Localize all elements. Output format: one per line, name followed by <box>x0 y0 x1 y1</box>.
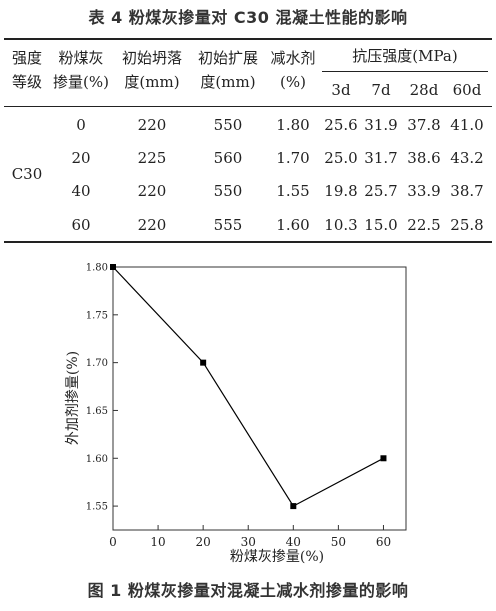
table-cell: 1.80 <box>276 116 310 134</box>
table-cell: 43.2 <box>450 149 484 167</box>
header-grade-line2: 等级 <box>11 73 42 91</box>
x-axis-label: 粉煤灰掺量(%) <box>230 548 324 565</box>
table-cell: 37.8 <box>407 116 441 134</box>
figure-caption: 图 1 粉煤灰掺量对混凝土减水剂掺量的影响 <box>87 581 409 600</box>
table-cell: 555 <box>213 216 243 234</box>
table-cell: 25.6 <box>324 116 358 134</box>
x-tick-label: 10 <box>150 535 165 549</box>
table-cell: 1.55 <box>276 182 310 200</box>
y-axis-label: 外加剂掺量(%) <box>64 351 81 445</box>
table-cell: 550 <box>213 182 243 200</box>
table-cell: 31.9 <box>364 116 398 134</box>
table-cell: 25.7 <box>364 182 398 200</box>
grade-cell: C30 <box>11 165 43 183</box>
table-cell: 15.0 <box>364 216 398 234</box>
table-cell: 1.70 <box>276 149 310 167</box>
data-point <box>380 455 387 462</box>
strength-header-rule <box>322 71 488 72</box>
x-tick-label: 40 <box>286 535 301 549</box>
table-cell: 0 <box>76 116 86 134</box>
y-tick-label: 1.65 <box>86 406 108 417</box>
table-cell: 38.6 <box>407 149 441 167</box>
header-strength: 抗压强度(MPa) <box>352 47 458 65</box>
data-point <box>200 359 207 366</box>
table-cell: 10.3 <box>324 216 358 234</box>
series-path <box>112 266 384 507</box>
x-tick-label: 60 <box>376 535 391 549</box>
table-top-rule <box>4 38 492 40</box>
table-cell: 41.0 <box>450 116 484 134</box>
table-cell: 25.0 <box>324 149 358 167</box>
table-header-rule <box>4 106 492 107</box>
header-reducer-line1: 减水剂 <box>270 49 316 67</box>
table-cell: 31.7 <box>364 149 398 167</box>
header-day-3d: 3d <box>331 81 351 99</box>
header-grade-line1: 强度 <box>11 49 42 67</box>
table-bottom-rule <box>4 241 492 243</box>
table-cell: 225 <box>137 149 167 167</box>
table-cell: 560 <box>213 149 243 167</box>
table-cell: 40 <box>71 182 91 200</box>
header-spread-line2: 度(mm) <box>200 73 256 91</box>
header-slump-line1: 初始坍落 <box>121 49 182 67</box>
y-tick-label: 1.70 <box>86 358 108 369</box>
table-cell: 20 <box>71 149 91 167</box>
table-cell: 19.8 <box>324 182 358 200</box>
y-tick-label: 1.75 <box>86 310 108 321</box>
header-flyash-line1: 粉煤灰 <box>58 49 104 67</box>
x-tick-label: 50 <box>331 535 346 549</box>
table-caption: 表 4 粉煤灰掺量对 C30 混凝土性能的影响 <box>88 8 408 27</box>
table-cell: 220 <box>137 182 167 200</box>
table-cell: 38.7 <box>450 182 484 200</box>
table-cell: 550 <box>213 116 243 134</box>
header-spread-line1: 初始扩展 <box>197 49 258 67</box>
table-cell: 25.8 <box>450 216 484 234</box>
x-axis: 0 10 20 30 40 50 60 <box>109 525 391 549</box>
table-cell: 22.5 <box>407 216 441 234</box>
header-flyash-line2: 掺量(%) <box>53 73 109 91</box>
table-cell: 33.9 <box>407 182 441 200</box>
table-cell: 60 <box>71 216 91 234</box>
x-tick-label: 0 <box>109 535 117 549</box>
x-tick-label: 30 <box>241 535 256 549</box>
data-point <box>290 503 297 510</box>
header-day-7d: 7d <box>371 81 391 99</box>
header-day-60d: 60d <box>452 81 482 99</box>
header-slump-line2: 度(mm) <box>124 73 180 91</box>
header-reducer-line2: (%) <box>280 73 306 91</box>
table-cell: 220 <box>137 216 167 234</box>
table-cell: 220 <box>137 116 167 134</box>
y-tick-label: 1.55 <box>86 502 108 513</box>
y-tick-label: 1.60 <box>86 454 108 465</box>
series-line <box>110 264 387 510</box>
x-tick-label: 20 <box>196 535 211 549</box>
data-point <box>110 264 116 270</box>
table-cell: 1.60 <box>276 216 310 234</box>
header-day-28d: 28d <box>409 81 439 99</box>
plot-frame <box>112 266 407 531</box>
line-chart: 0 10 20 30 40 50 60 1.55 1.60 1.65 1.70 1.75 1.80 粉… <box>64 263 407 565</box>
y-tick-label: 1.80 <box>86 263 108 274</box>
